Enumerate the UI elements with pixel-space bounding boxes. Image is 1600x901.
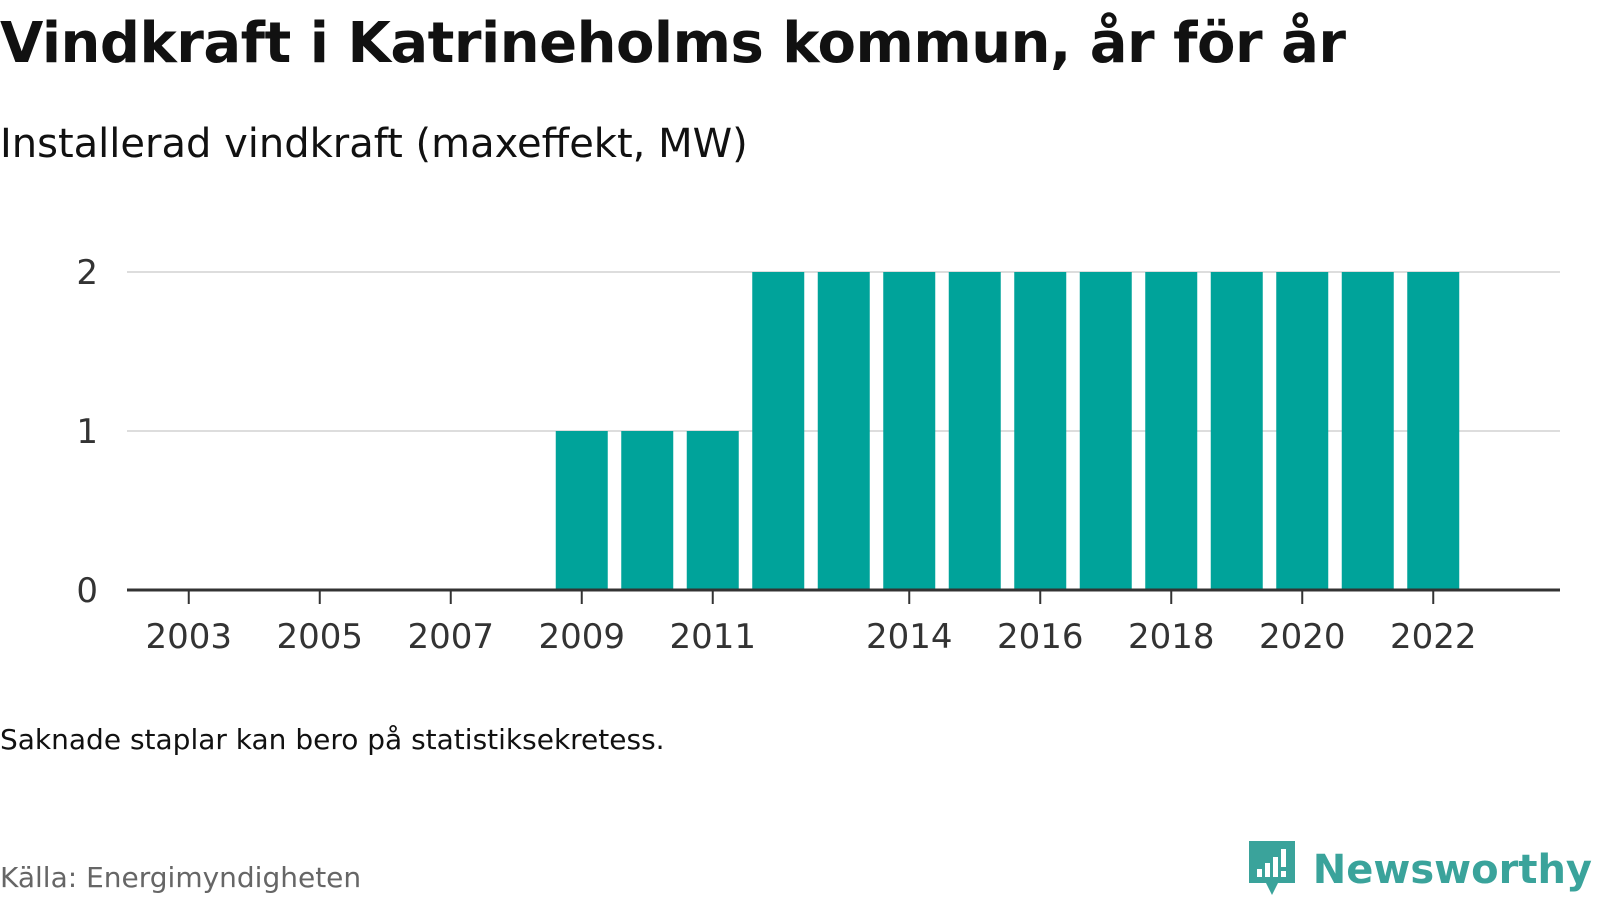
chart-subtitle: Installerad vindkraft (maxeffekt, MW) (0, 121, 748, 167)
bar (621, 431, 674, 590)
x-tick-label: 2003 (145, 617, 232, 657)
axis-labels: 0 1 2 2003 2005 2007 2009 2011 2014 2016 2018 2020 2… (76, 253, 1476, 657)
y-tick-label: 2 (76, 253, 98, 293)
bar (883, 272, 936, 590)
bar (1276, 272, 1329, 590)
chart-area: 0 1 2 2003 2005 2007 2009 2011 2014 2016 2018 2020 2… (0, 240, 1600, 670)
x-tick-label: 2016 (997, 617, 1084, 657)
brand-logo: Newsworthy (1247, 840, 1592, 900)
x-tick-label: 2014 (866, 617, 953, 657)
bar (555, 431, 608, 590)
x-tick-label: 2011 (669, 617, 756, 657)
y-tick-label: 1 (76, 412, 98, 452)
footnote: Saknade staplar kan bero på statistiksek… (0, 723, 665, 756)
y-tick-label: 0 (76, 571, 98, 611)
bar (817, 272, 870, 590)
bar (1341, 272, 1394, 590)
x-tick-label: 2009 (538, 617, 625, 657)
bar (1145, 272, 1198, 590)
x-tick-label: 2018 (1128, 617, 1215, 657)
bar (686, 431, 739, 590)
bar-chart: 0 1 2 2003 2005 2007 2009 2011 2014 2016 2018 2020 2… (76, 253, 1560, 657)
bar (1407, 272, 1460, 590)
bar (948, 272, 1001, 590)
newsworthy-logo-icon (1247, 839, 1297, 901)
brand-name: Newsworthy (1312, 847, 1592, 893)
x-tick-label: 2007 (407, 617, 494, 657)
bar (1014, 272, 1067, 590)
x-tick-label: 2022 (1390, 617, 1477, 657)
x-axis (127, 588, 1560, 604)
bars (555, 272, 1460, 590)
chart-title: Vindkraft i Katrineholms kommun, år för … (0, 11, 1346, 76)
bar (1079, 272, 1132, 590)
bar (1210, 272, 1263, 590)
x-tick-label: 2005 (276, 617, 363, 657)
x-tick-label: 2020 (1259, 617, 1346, 657)
bar (752, 272, 805, 590)
source-label: Källa: Energimyndigheten (0, 861, 362, 894)
